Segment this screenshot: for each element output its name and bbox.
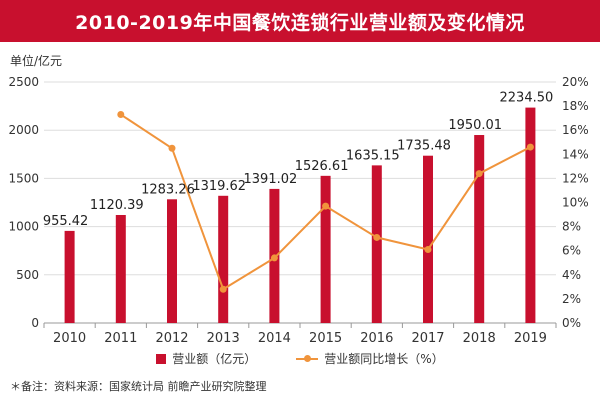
y-right-tick-label: 4%	[562, 268, 581, 282]
y-right-tick-label: 0%	[562, 316, 581, 330]
bar-series	[64, 107, 536, 323]
growth-point	[168, 144, 176, 152]
bar	[167, 199, 177, 323]
bar	[371, 165, 382, 323]
data-labels: 955.421120.391283.261319.621391.021526.6…	[43, 91, 553, 229]
bar	[218, 195, 229, 323]
y-left-tick-label: 1500	[8, 171, 39, 185]
y-left-tick-label: 500	[16, 268, 39, 282]
legend-line-swatch	[296, 354, 319, 362]
legend-line-label: 营业额同比增长（%）	[324, 352, 444, 366]
legend-item-bars: 营业额（亿元）	[156, 350, 256, 367]
bar-value-label: 2234.50	[500, 91, 554, 106]
source-note: ＊备注：资料来源：国家统计局 前瞻产业研究院整理	[10, 380, 267, 393]
growth-point	[322, 202, 330, 210]
x-tick-label: 2019	[514, 331, 547, 346]
chart-title: 2010-2019年中国餐饮连锁行业营业额及变化情况	[0, 0, 600, 42]
bar-value-label: 1950.01	[448, 118, 502, 133]
x-tick-label: 2015	[309, 331, 342, 346]
x-tick-label: 2010	[53, 331, 86, 346]
y-right-tick-label: 20%	[562, 75, 589, 89]
y-left-tick-label: 2500	[8, 75, 39, 89]
grid-lines	[44, 81, 556, 276]
x-tick-label: 2011	[104, 331, 137, 346]
bar-value-label: 1635.15	[346, 148, 400, 163]
y-right-tick-label: 14%	[562, 147, 589, 161]
bar	[320, 175, 331, 323]
y-left-tick-label: 1000	[8, 220, 39, 234]
x-tick-label: 2018	[463, 331, 496, 346]
x-tick-label: 2014	[258, 331, 291, 346]
bar-value-label: 1526.61	[295, 159, 349, 174]
y-right-tick-label: 10%	[562, 196, 589, 210]
growth-point	[270, 254, 278, 262]
x-tick-label: 2017	[411, 331, 444, 346]
legend: 营业额（亿元） 营业额同比增长（%）	[0, 350, 600, 367]
bar	[423, 155, 433, 323]
y-right-tick-label: 18%	[562, 99, 589, 113]
y-left-tick-label: 0	[31, 316, 39, 330]
y-right-tick-label: 12%	[562, 171, 589, 185]
y-right-tick-label: 6%	[562, 244, 581, 258]
growth-point	[373, 233, 381, 241]
bar-value-label: 1283.26	[141, 182, 195, 197]
x-tick-label: 2016	[360, 331, 393, 346]
bar	[474, 135, 485, 323]
y-right-tick-label: 2%	[562, 292, 581, 306]
legend-item-line: 营业额同比增长（%）	[296, 350, 444, 367]
growth-point	[424, 245, 432, 253]
bar	[525, 107, 536, 323]
bar-value-label: 1120.39	[90, 198, 144, 213]
growth-point	[526, 143, 534, 151]
legend-bar-swatch	[156, 353, 167, 364]
bar-value-label: 1391.02	[244, 172, 298, 187]
growth-point	[219, 285, 227, 293]
bar-value-label: 1319.62	[192, 179, 246, 194]
unit-label: 单位/亿元	[10, 54, 63, 68]
y-right-tick-label: 8%	[562, 220, 581, 234]
bar	[115, 214, 126, 323]
line-series	[117, 111, 534, 293]
bar-value-label: 955.42	[43, 214, 89, 229]
x-tick-label: 2013	[207, 331, 240, 346]
y-left-tick-label: 2000	[8, 123, 39, 137]
growth-point	[475, 170, 483, 178]
axes: 0 500 1000 1500 2000 2500 0% 2% 4% 6% 8% 10% 12% 14% 1…	[8, 75, 588, 346]
growth-point	[117, 111, 125, 119]
bar	[64, 230, 75, 323]
bar-value-label: 1735.48	[397, 139, 451, 154]
legend-bar-label: 营业额（亿元）	[172, 352, 257, 366]
y-right-tick-label: 16%	[562, 123, 589, 137]
x-tick-label: 2012	[155, 331, 188, 346]
